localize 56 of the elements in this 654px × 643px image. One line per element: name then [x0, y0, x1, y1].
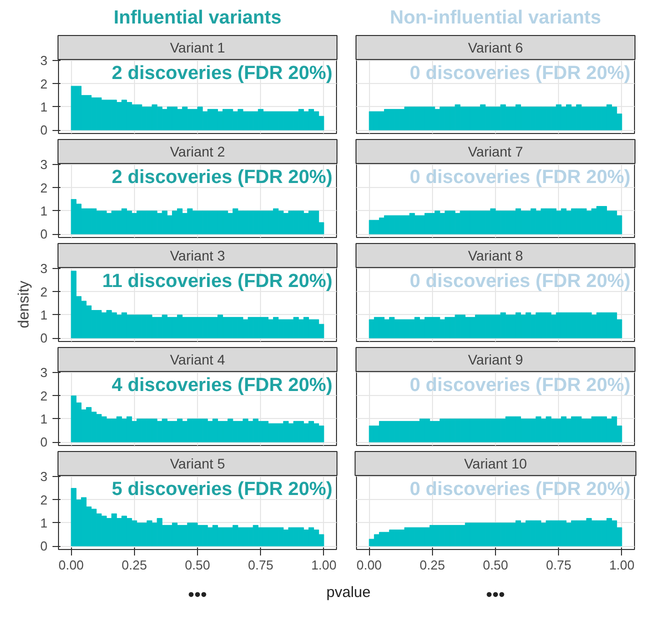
annotation: 2 discoveries (FDR 20%): [112, 167, 333, 188]
chart-title: Variant 4: [170, 352, 226, 368]
text: •••: [188, 584, 207, 604]
chart-title: Variant 2: [170, 144, 226, 160]
chart-title: Variant 3: [170, 248, 226, 264]
x-tick-label: 0.75: [546, 558, 572, 572]
annotation: 0 discoveries (FDR 20%): [410, 375, 631, 396]
chart-title: Variant 6: [468, 40, 524, 56]
chart-title: Variant 5: [170, 456, 226, 472]
y-tick-label: 1: [40, 515, 48, 530]
annotation: 11 discoveries (FDR 20%): [102, 271, 332, 292]
y-tick-label: 0: [40, 538, 48, 554]
y-tick-label: 0: [40, 226, 48, 242]
annotation: 0 discoveries (FDR 20%): [410, 479, 631, 500]
chart-title: Variant 9: [468, 352, 524, 368]
y-tick-label: 3: [40, 261, 48, 276]
annotation: 0 discoveries (FDR 20%): [410, 271, 631, 292]
annotation: 4 discoveries (FDR 20%): [112, 375, 333, 396]
y-tick-label: 2: [40, 388, 48, 404]
chart-title: Variant 10: [464, 456, 528, 472]
chart-title: Variant 7: [468, 144, 524, 160]
chart-subtitle: Influential variants: [114, 8, 282, 28]
chart-title: Variant 1: [170, 40, 226, 56]
y-tick-label: 3: [40, 53, 48, 68]
x-tick-label: 1.00: [311, 558, 337, 572]
x-axis-title: pvalue: [326, 584, 371, 601]
y-tick-label: 3: [40, 365, 48, 380]
y-tick-label: 1: [40, 203, 48, 218]
y-tick-label: 0: [40, 434, 48, 450]
y-tick-label: 2: [40, 492, 48, 508]
y-tick-label: 3: [40, 157, 48, 172]
x-tick-label: 0.50: [184, 558, 210, 572]
x-tick-label: 0.00: [58, 558, 84, 572]
y-tick-label: 1: [40, 307, 48, 322]
text: •••: [486, 584, 505, 604]
chart-subtitle: Non-influential variants: [390, 8, 602, 28]
x-tick-label: 0.00: [356, 558, 382, 572]
annotation: 0 discoveries (FDR 20%): [410, 167, 631, 188]
annotation: 5 discoveries (FDR 20%): [112, 479, 333, 500]
annotation: 2 discoveries (FDR 20%): [112, 63, 333, 84]
y-tick-label: 2: [40, 284, 48, 300]
y-tick-label: 0: [40, 330, 48, 346]
y-tick-label: 2: [40, 180, 48, 196]
y-axis-title: density: [15, 280, 32, 328]
y-tick-label: 3: [40, 469, 48, 484]
x-tick-label: 0.25: [122, 558, 147, 572]
chart-title: Variant 8: [468, 248, 524, 264]
annotation: 0 discoveries (FDR 20%): [410, 63, 631, 84]
y-tick-label: 1: [40, 99, 48, 114]
y-tick-label: 0: [40, 122, 48, 138]
y-tick-label: 2: [40, 76, 48, 92]
x-tick-label: 1.00: [609, 558, 635, 572]
x-tick-label: 0.25: [420, 558, 445, 572]
y-tick-label: 1: [40, 411, 48, 426]
x-tick-label: 0.75: [248, 558, 274, 572]
x-tick-label: 0.50: [482, 558, 508, 572]
